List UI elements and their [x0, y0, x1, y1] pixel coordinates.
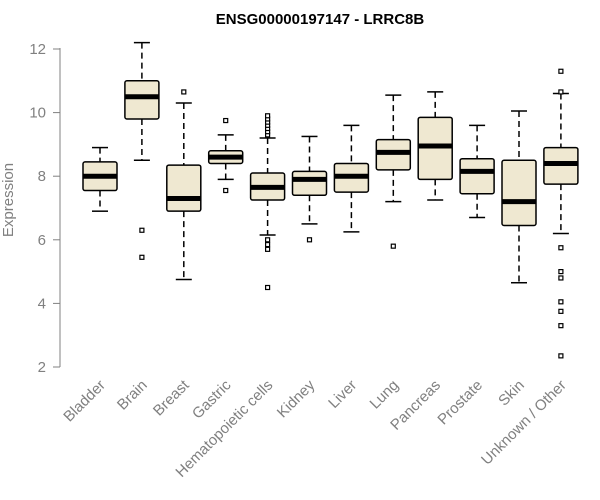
box-kidney	[291, 135, 328, 243]
x-tick-label: Kidney	[274, 376, 319, 421]
x-tick-label: Brain	[114, 377, 151, 414]
outlier-point	[306, 237, 313, 243]
outlier-point	[223, 117, 229, 124]
outlier-point	[265, 284, 271, 291]
iqr-box	[501, 159, 537, 227]
box-lung	[375, 94, 412, 249]
iqr-box	[291, 170, 328, 197]
chart-title: ENSG00000197147 - LRRC8B	[216, 11, 425, 28]
outlier-point	[558, 68, 564, 74]
y-axis-label: Expression	[0, 163, 17, 237]
outlier-point	[265, 113, 271, 119]
y-tick-label: 8	[38, 168, 46, 185]
outlier-point	[223, 187, 229, 194]
y-tick-label: 2	[38, 359, 46, 376]
outlier-point	[139, 227, 145, 233]
x-tick-label: Liver	[325, 377, 360, 412]
box-pancreas	[417, 91, 453, 201]
iqr-box	[459, 157, 495, 195]
box-brain	[124, 41, 160, 260]
outlier-point	[558, 353, 564, 359]
y-tick-label: 4	[38, 295, 46, 312]
box-hematopoietic-cells	[249, 113, 286, 291]
x-tick-label: Breast	[150, 376, 193, 419]
boxes-group	[82, 41, 579, 359]
outlier-point	[181, 89, 187, 95]
outlier-point	[265, 246, 271, 252]
box-breast	[166, 89, 202, 281]
iqr-box	[166, 164, 202, 212]
box-prostate	[459, 124, 495, 219]
box-gastric	[207, 117, 244, 194]
x-tick-label: Lung	[367, 377, 403, 413]
y-tick-label: 10	[29, 105, 46, 122]
x-tick-label: Bladder	[60, 377, 109, 426]
y-axis-ticks: 2 4 6 8 10 12	[29, 41, 60, 376]
outlier-point	[265, 241, 271, 248]
outlier-point	[558, 89, 564, 95]
box-unknown-other	[543, 68, 579, 359]
outlier-point	[558, 323, 564, 329]
box-skin	[501, 110, 537, 284]
outlier-point	[139, 254, 145, 260]
x-tick-label: Skin	[495, 377, 528, 410]
outlier-point	[558, 275, 564, 281]
outlier-point	[558, 245, 564, 251]
outlier-point	[390, 243, 396, 249]
x-tick-label: Prostate	[434, 377, 486, 429]
box-bladder	[82, 146, 118, 212]
y-tick-label: 6	[38, 232, 46, 249]
box-liver	[333, 124, 370, 233]
y-tick-label: 12	[29, 41, 46, 58]
outlier-point	[265, 237, 271, 243]
outlier-point	[558, 308, 564, 314]
outlier-point	[558, 269, 564, 275]
outlier-point	[558, 299, 564, 305]
iqr-box	[124, 80, 160, 120]
